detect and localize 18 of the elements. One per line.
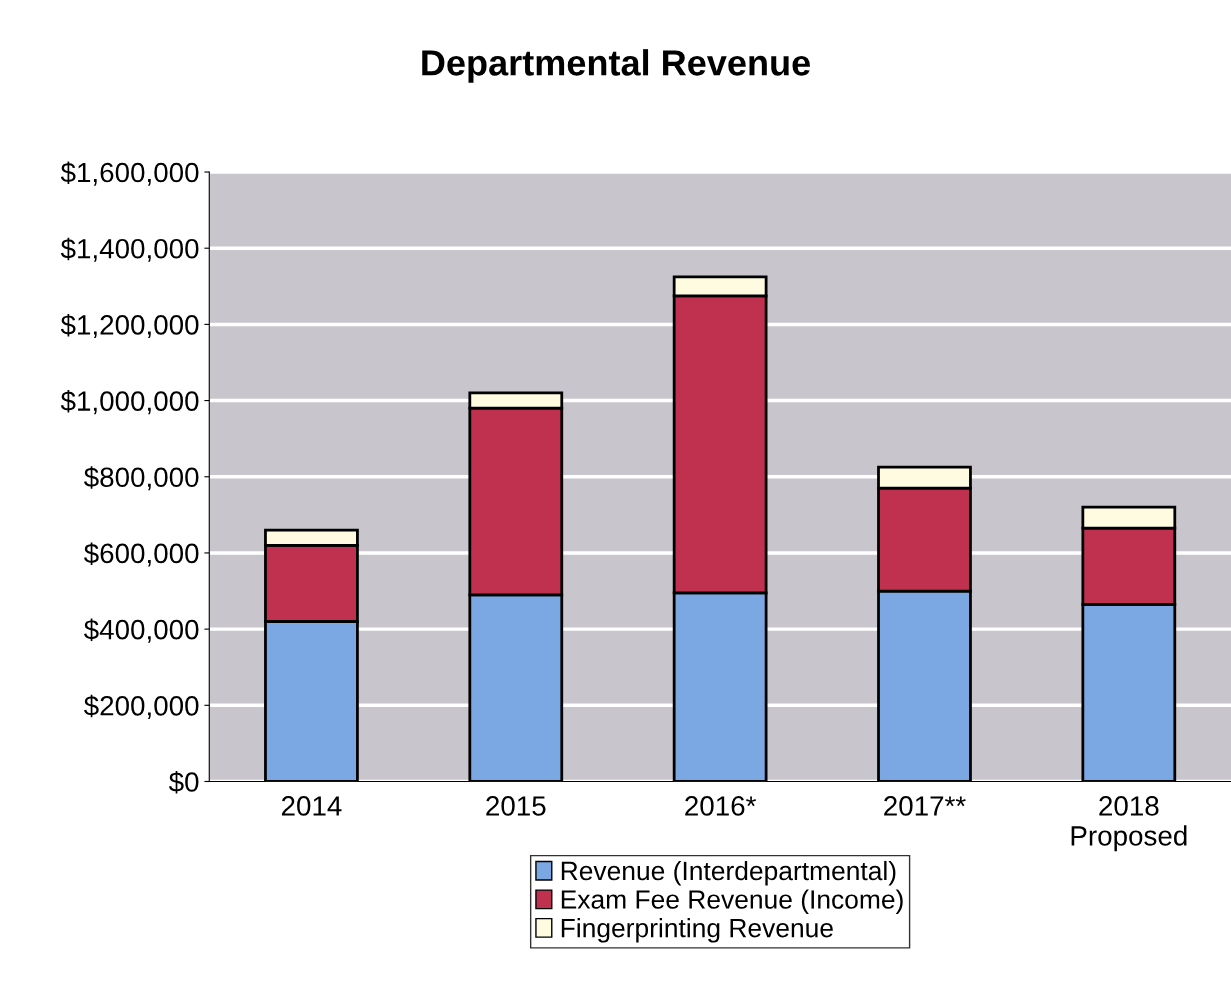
x-tick-label: 2017** <box>884 796 966 816</box>
x-tick-label: 2016* <box>685 796 757 816</box>
y-tick-label: $1,600,000 <box>60 161 199 186</box>
legend-label: Fingerprinting Revenue <box>561 918 833 943</box>
y-tick-label: $400,000 <box>84 618 199 643</box>
y-tick-label: $200,000 <box>84 694 199 719</box>
y-tick-label: $800,000 <box>84 466 199 491</box>
x-tick-label: 2018 Proposed <box>1071 796 1187 852</box>
x-tick-label: 2014 <box>281 796 342 816</box>
y-tick-label: $1,400,000 <box>60 237 199 262</box>
legend-label: Revenue (Interdepartmental) <box>561 860 896 886</box>
x-tick-label: 2015 <box>486 796 546 816</box>
y-tick-label: $1,200,000 <box>60 313 199 339</box>
y-tick-label: $600,000 <box>84 542 199 567</box>
chart-title: Departmental Revenue <box>422 49 810 83</box>
legend-label: Exam Fee Revenue (Income) <box>561 889 903 915</box>
y-tick-label: $0 <box>168 770 199 794</box>
y-tick-label: $1,000,000 <box>60 390 199 415</box>
